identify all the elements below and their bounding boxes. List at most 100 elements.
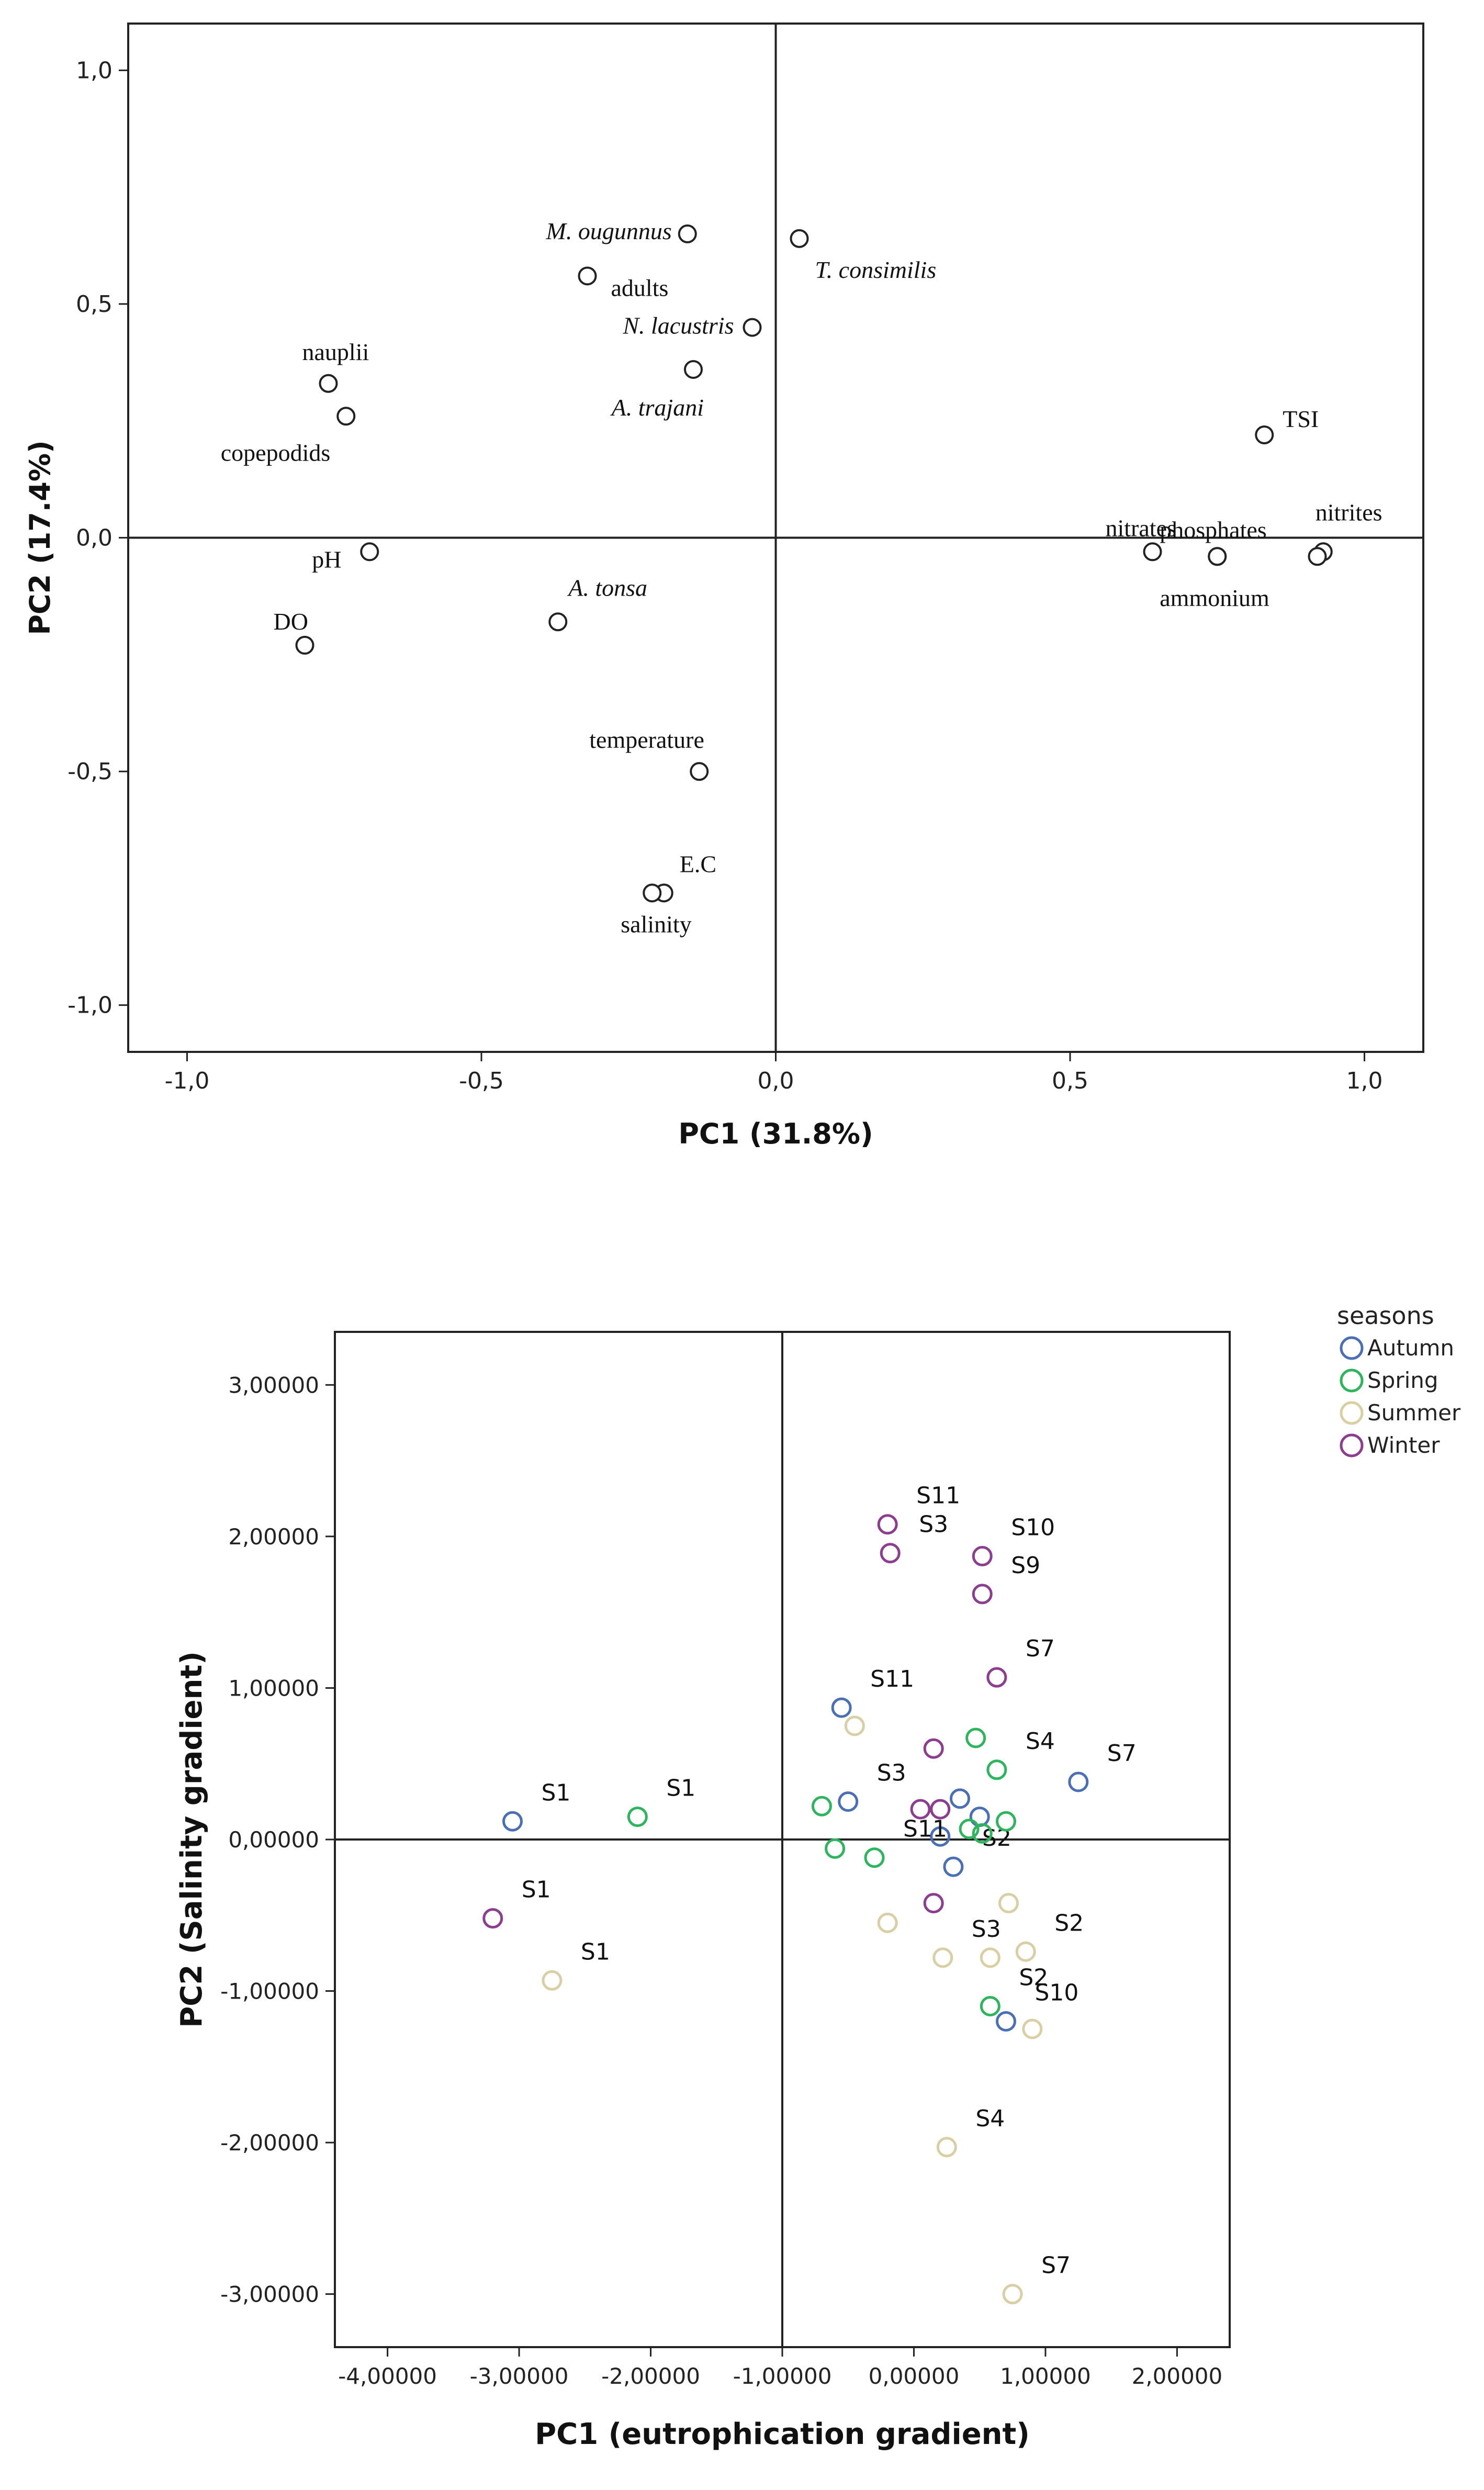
- data-point: [360, 542, 379, 562]
- legend-marker: [1340, 1336, 1364, 1360]
- x-axis-title: PC1 (eutrophication gradient): [535, 2417, 1030, 2451]
- data-point: [542, 1970, 563, 1991]
- data-point: [877, 1912, 898, 1933]
- data-point: [877, 1514, 898, 1535]
- data-point: [1015, 1941, 1036, 1962]
- legend-marker: [1340, 1369, 1364, 1393]
- data-point: [1143, 542, 1162, 562]
- data-point: [969, 1807, 990, 1827]
- data-label: A. trajani: [610, 394, 704, 421]
- data-point: [844, 1715, 865, 1736]
- data-point: [986, 1759, 1007, 1780]
- data-point: [831, 1697, 852, 1718]
- data-point: [678, 224, 697, 243]
- data-point: [502, 1811, 523, 1832]
- data-point: [980, 1947, 1000, 1968]
- data-label: N. lacustris: [622, 312, 734, 339]
- y-tick-label: -0,5: [68, 758, 113, 785]
- data-label: S1: [522, 1877, 551, 1903]
- data-label: S4: [975, 2105, 1005, 2132]
- y-tick-label: 1,00000: [228, 1675, 319, 1701]
- x-tick-label: 0,5: [1052, 1068, 1088, 1094]
- data-point: [838, 1791, 859, 1812]
- data-point: [959, 1819, 980, 1840]
- legend-label: Winter: [1367, 1432, 1440, 1458]
- data-point: [972, 1546, 993, 1567]
- data-point: [1308, 547, 1327, 566]
- data-point: [743, 318, 762, 337]
- data-point: [923, 1738, 944, 1759]
- x-tick-label: -1,00000: [733, 2363, 832, 2389]
- x-tick-label: 2,00000: [1132, 2363, 1223, 2389]
- y-tick-label: -1,0: [68, 992, 113, 1019]
- data-point: [825, 1838, 846, 1859]
- data-point: [627, 1807, 648, 1827]
- legend-marker: [1340, 1433, 1364, 1457]
- legend-label: Summer: [1367, 1400, 1461, 1426]
- data-point: [972, 1584, 993, 1605]
- data-point: [319, 374, 338, 393]
- x-tick-label: -0,5: [459, 1068, 504, 1094]
- data-label: S11: [870, 1666, 914, 1692]
- data-point: [930, 1799, 951, 1820]
- data-label: E.C: [680, 850, 716, 877]
- data-point: [295, 635, 314, 655]
- data-label: S10: [1035, 1979, 1079, 2006]
- legend: seasons Autumn Spring Summer Winter: [1337, 1302, 1461, 1458]
- data-label: phosphates: [1160, 517, 1266, 543]
- data-point: [1255, 425, 1274, 444]
- data-point: [684, 360, 703, 379]
- data-point: [880, 1543, 901, 1564]
- data-point: [972, 1823, 993, 1844]
- data-point: [548, 612, 568, 632]
- x-tick-label: -4,00000: [338, 2363, 437, 2389]
- data-label: S1: [581, 1938, 610, 1965]
- data-point: [1022, 2018, 1043, 2039]
- y-axis-title: PC2 (17.4%): [24, 440, 57, 635]
- data-point: [336, 407, 356, 426]
- data-point: [923, 1893, 944, 1914]
- data-point: [936, 2137, 957, 2158]
- legend-title: seasons: [1337, 1302, 1434, 1330]
- data-label: copepodids: [221, 439, 331, 466]
- data-point: [986, 1667, 1007, 1688]
- y-tick-label: 1,0: [76, 57, 113, 84]
- data-label: DO: [274, 608, 308, 635]
- data-label: S3: [919, 1511, 948, 1538]
- data-point: [996, 2011, 1016, 2032]
- x-tick-label: -2,00000: [601, 2363, 700, 2389]
- y-tick-label: 2,00000: [228, 1524, 319, 1550]
- data-point: [996, 1811, 1016, 1832]
- y-tick-label: 3,00000: [228, 1372, 319, 1398]
- data-label: S4: [1026, 1728, 1055, 1755]
- loadings-plot: -1,0 -0,5 0,0 0,5 1,0 1,0 0,5 0,0 -0,5 -1,0 PC1 (3…: [24, 23, 1424, 1150]
- legend-marker: [1340, 1401, 1364, 1425]
- data-label: S2: [1019, 1965, 1048, 1991]
- y-tick-label: 0,00000: [228, 1827, 319, 1853]
- data-label: ammonium: [1160, 585, 1269, 611]
- data-point: [943, 1856, 964, 1877]
- data-label: S1: [541, 1779, 570, 1806]
- data-point: [864, 1847, 885, 1868]
- data-point: [1002, 2284, 1023, 2305]
- data-point: [932, 1947, 953, 1968]
- data-label: nauplii: [302, 339, 369, 365]
- data-label: S10: [1011, 1515, 1055, 1541]
- scores-plot: -4,00000 -3,00000 -2,00000 -1,00000 0,00000 1…: [175, 1302, 1461, 2451]
- data-point: [930, 1826, 951, 1847]
- data-label: nitrites: [1316, 499, 1382, 525]
- data-label: S2: [1054, 1910, 1084, 1936]
- data-point: [949, 1788, 970, 1809]
- data-label: S7: [1041, 2252, 1071, 2279]
- data-point: [910, 1799, 931, 1820]
- y-tick-label: 0,5: [76, 291, 113, 318]
- data-label: nitrates: [1106, 514, 1176, 541]
- data-point: [643, 883, 662, 903]
- data-label: T. consimilis: [815, 256, 937, 283]
- data-label: adults: [611, 274, 669, 301]
- x-tick-label: -3,00000: [470, 2363, 569, 2389]
- data-label: S7: [1026, 1635, 1055, 1662]
- y-tick-label: -3,00000: [220, 2282, 319, 2307]
- data-point: [578, 266, 597, 286]
- data-point: [980, 1996, 1000, 2017]
